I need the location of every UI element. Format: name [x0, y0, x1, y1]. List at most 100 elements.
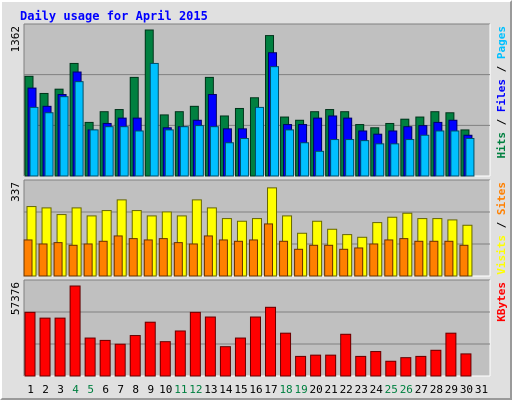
y-max-label: 1362: [9, 26, 22, 53]
sites-bar: [339, 248, 349, 277]
x-tick-label: 14: [219, 383, 233, 396]
x-tick-label: 12: [189, 383, 202, 396]
kbytes-bar: [370, 351, 382, 377]
legend-part: KBytes: [495, 282, 508, 322]
pages-bar: [194, 125, 204, 177]
x-tick-label: 31: [475, 383, 488, 396]
kbytes-bar: [340, 333, 352, 377]
kbytes-bar: [84, 337, 96, 377]
pages-bar: [104, 126, 114, 177]
sites-bar: [98, 240, 108, 277]
sites-bar: [218, 239, 228, 277]
x-tick-label: 21: [325, 383, 338, 396]
x-tick-label: 3: [57, 383, 64, 396]
x-tick-label: 11: [174, 383, 187, 396]
kbytes-bar: [204, 316, 216, 377]
kbytes-bar: [54, 317, 66, 377]
pages-bar: [360, 140, 370, 177]
x-tick-label: 5: [87, 383, 94, 396]
pages-bar: [270, 66, 280, 177]
pages-bar: [420, 134, 430, 177]
kbytes-bar: [325, 354, 337, 377]
kbytes-bar: [310, 354, 322, 377]
panel-3: 57376 KBytes: [9, 279, 508, 377]
sites-bar: [264, 223, 274, 277]
pages-bar: [450, 130, 460, 177]
pages-bar: [375, 143, 385, 177]
pages-bar: [179, 126, 189, 177]
pages-bar: [345, 139, 355, 177]
sites-bar: [309, 244, 319, 277]
x-tick-label: 17: [264, 383, 277, 396]
pages-bar: [435, 130, 445, 177]
pages-bar: [44, 112, 54, 177]
kbytes-bar: [234, 337, 246, 377]
kbytes-bar: [445, 332, 457, 377]
sites-bar: [294, 248, 304, 277]
sites-bar: [188, 243, 198, 277]
x-tick-label: 28: [430, 383, 443, 396]
x-tick-label: 10: [159, 383, 172, 396]
sites-bar: [128, 238, 138, 277]
kbytes-bar: [249, 316, 261, 377]
pages-bar: [254, 106, 264, 177]
kbytes-bar: [174, 330, 186, 377]
kbytes-bar: [69, 285, 81, 377]
legend-part: Pages: [495, 26, 508, 59]
x-tick-label: 4: [72, 383, 79, 396]
x-tick-label: 8: [132, 383, 139, 396]
kbytes-bar: [99, 339, 111, 377]
x-tick-label: 15: [234, 383, 247, 396]
x-tick-label: 29: [445, 383, 458, 396]
x-tick-label: 24: [370, 383, 384, 396]
x-tick-label: 23: [355, 383, 368, 396]
pages-bar: [330, 139, 340, 177]
pages-bar: [149, 62, 159, 177]
sites-bar: [324, 244, 334, 277]
sites-bar: [429, 240, 439, 277]
sites-bar: [233, 240, 243, 277]
x-tick-label: 16: [249, 383, 262, 396]
kbytes-bar: [400, 357, 412, 377]
legend-part: /: [495, 112, 508, 132]
legend-part: Hits: [495, 132, 508, 159]
pages-bar: [209, 126, 219, 177]
y-max-label: 337: [9, 182, 22, 202]
kbytes-bar: [219, 346, 231, 377]
sites-bar: [399, 238, 409, 277]
sites-bar: [279, 240, 289, 277]
sites-bar: [173, 242, 183, 277]
sites-bar: [23, 239, 33, 277]
sites-bar: [354, 247, 364, 277]
pages-bar: [224, 142, 234, 177]
legend-part: /: [495, 59, 508, 79]
sites-bar: [113, 235, 123, 277]
y-max-label: 57376: [9, 282, 22, 315]
kbytes-bar: [280, 332, 292, 377]
sites-bar: [83, 243, 93, 277]
pages-bar: [119, 126, 129, 177]
chart-title: Daily usage for April 2015: [20, 9, 208, 23]
kbytes-bar: [24, 311, 36, 377]
kbytes-bar: [460, 353, 472, 377]
sites-bar: [248, 239, 258, 277]
sites-bar: [384, 239, 394, 277]
kbytes-bar: [114, 343, 126, 377]
kbytes-bar: [355, 355, 367, 377]
x-tick-label: 1: [27, 383, 34, 396]
pages-bar: [59, 96, 69, 177]
legend-label: KBytes: [495, 282, 508, 322]
sites-bar: [203, 235, 213, 277]
x-tick-label: 18: [279, 383, 292, 396]
sites-bar: [53, 242, 63, 277]
pages-bar: [239, 137, 249, 177]
legend-label: Hits / Files / Pages: [495, 26, 508, 159]
pages-bar: [465, 137, 475, 177]
kbytes-bar: [129, 335, 141, 377]
x-tick-label: 6: [102, 383, 109, 396]
panel-2: 337 Visits / Sites: [9, 179, 508, 277]
kbytes-bar: [415, 355, 427, 377]
pages-bar: [74, 81, 84, 177]
x-tick-label: 20: [310, 383, 323, 396]
